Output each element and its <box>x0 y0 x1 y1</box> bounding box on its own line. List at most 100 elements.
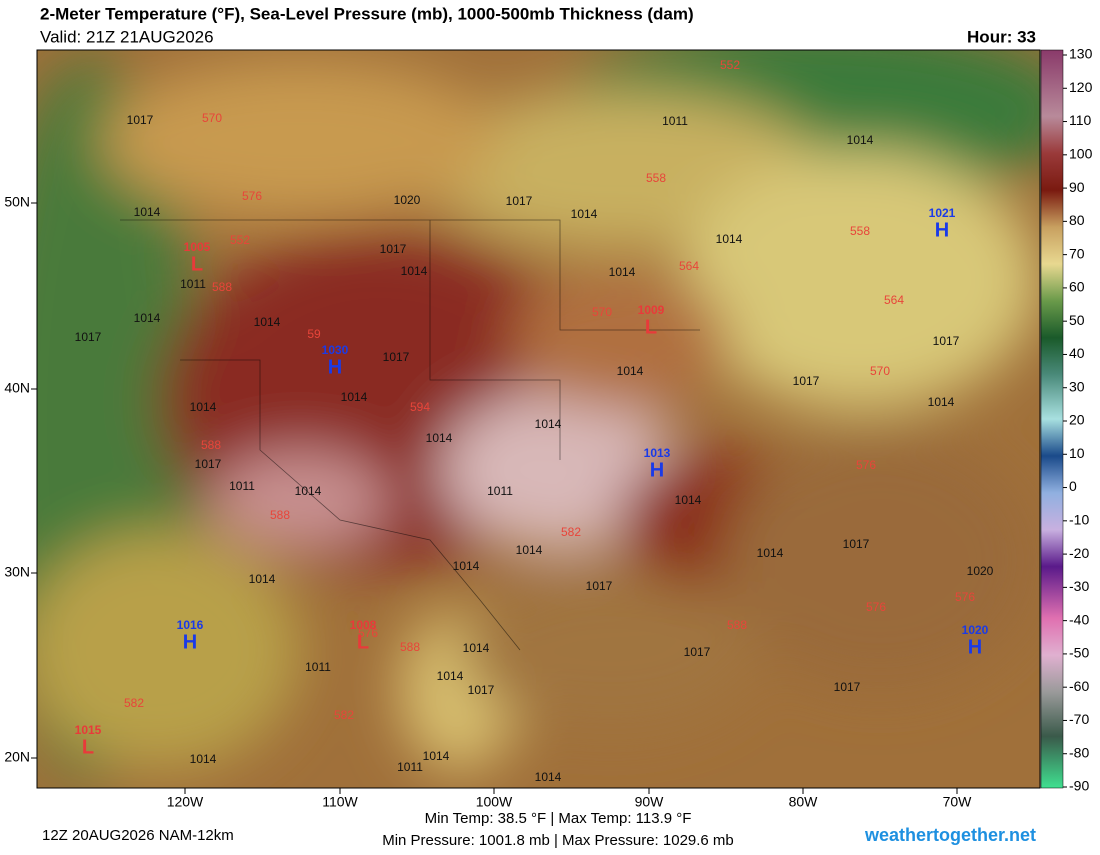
center-letter: L <box>191 253 203 275</box>
lat-label: 40N <box>4 380 30 396</box>
isobar-label: 1011 <box>662 114 688 128</box>
center-value: 1020 <box>962 623 989 637</box>
center-value: 1005 <box>184 240 211 254</box>
colorbar-label: -40 <box>1069 611 1089 627</box>
thickness-label: 59 <box>307 327 321 341</box>
isobar-label: 1014 <box>571 207 598 221</box>
isobar-label: 1014 <box>535 417 562 431</box>
colorbar-label: -90 <box>1069 778 1089 794</box>
map-area <box>37 50 1040 788</box>
isobar-label: 1017 <box>506 194 533 208</box>
isobar-label: 1011 <box>397 760 423 774</box>
isobar-label: 1014 <box>757 546 784 560</box>
temp-range: Min Temp: 38.5 °F | Max Temp: 113.9 °F <box>425 810 692 827</box>
thickness-label: 588 <box>201 438 221 452</box>
isobar-label: 1011 <box>180 277 206 291</box>
thickness-label: 558 <box>646 171 666 185</box>
isobar-label: 1020 <box>394 193 421 207</box>
colorbar-label: 100 <box>1069 146 1093 162</box>
isobar-label: 1014 <box>134 311 161 325</box>
thickness-label: 588 <box>400 640 420 654</box>
thickness-label: 582 <box>124 696 144 710</box>
lon-label: 80W <box>789 794 819 810</box>
thickness-label: 564 <box>884 293 904 307</box>
thickness-label: 582 <box>561 525 581 539</box>
center-letter: H <box>650 459 664 481</box>
center-letter: L <box>357 631 369 653</box>
colorbar-label: 10 <box>1069 445 1085 461</box>
colorbar-label: 130 <box>1069 46 1093 62</box>
lon-label: 100W <box>476 794 513 810</box>
isobar-label: 1014 <box>341 390 368 404</box>
isobar-label: 1011 <box>305 660 331 674</box>
isobar-label: 1014 <box>190 400 217 414</box>
isobar-label: 1011 <box>487 484 513 498</box>
border <box>120 219 700 331</box>
colorbar-label: 80 <box>1069 212 1085 228</box>
colorbar-label: 110 <box>1069 112 1092 128</box>
center-letter: H <box>328 356 342 378</box>
colorbar-label: -80 <box>1069 744 1089 760</box>
colorbar-label: -70 <box>1069 711 1089 727</box>
colorbar-label: 40 <box>1069 345 1085 361</box>
center-letter: H <box>968 636 982 658</box>
isobar-label: 1014 <box>249 572 276 586</box>
isobar-label: 1014 <box>928 395 955 409</box>
isobar-label: 1014 <box>426 431 453 445</box>
colorbar-label: 120 <box>1069 79 1093 95</box>
thickness-label: 576 <box>955 590 975 604</box>
center-letter: L <box>82 736 94 758</box>
lon-label: 110W <box>322 794 358 810</box>
thickness-label: 576 <box>358 626 378 640</box>
center-value: 1021 <box>929 206 956 220</box>
lon-label: 120W <box>167 794 204 810</box>
colorbar-label: 90 <box>1069 179 1085 195</box>
valid-time: Valid: 21Z 21AUG2026 <box>40 27 214 46</box>
isobar-label: 1017 <box>933 334 960 348</box>
isobar-label: 1011 <box>229 479 255 493</box>
colorbar-label: -50 <box>1069 645 1089 661</box>
colorbar <box>1040 49 1064 789</box>
forecast-hour: Hour: 33 <box>967 27 1036 46</box>
thickness-label: 570 <box>592 305 612 319</box>
map-frame <box>36 49 1041 789</box>
colorbar-label: -30 <box>1069 578 1089 594</box>
site-credit: weathertogether.net <box>864 825 1036 845</box>
thickness-label: 552 <box>720 58 740 72</box>
colorbar-label: -10 <box>1069 512 1089 528</box>
colorbar-label: 0 <box>1069 478 1077 494</box>
colorbar-label: 20 <box>1069 412 1085 428</box>
border <box>429 220 561 460</box>
temperature-field <box>37 50 1040 780</box>
isobar-label: 1017 <box>127 113 154 127</box>
isobar-label: 1014 <box>437 669 464 683</box>
center-value: 1008 <box>350 618 377 632</box>
isobar-label: 1014 <box>295 484 322 498</box>
border <box>180 359 521 651</box>
thickness-label: 582 <box>334 708 354 722</box>
isobar-label: 1014 <box>401 264 428 278</box>
isobar-label: 1014 <box>254 315 281 329</box>
isobar-label: 1014 <box>463 641 490 655</box>
colorbar-label: -20 <box>1069 545 1089 561</box>
isobar-label: 1014 <box>716 232 743 246</box>
center-letter: H <box>935 219 949 241</box>
center-value: 1013 <box>644 446 671 460</box>
center-value: 1015 <box>75 723 102 737</box>
thickness-label: 594 <box>410 400 430 414</box>
isobar-label: 1017 <box>684 645 711 659</box>
colorbar-label: 50 <box>1069 312 1085 328</box>
isobar-label: 1017 <box>75 330 102 344</box>
colorbar-label: 60 <box>1069 279 1085 295</box>
isobar-label: 1014 <box>675 493 702 507</box>
pressure-range: Min Pressure: 1001.8 mb | Max Pressure: … <box>382 832 734 849</box>
isobar-label: 1014 <box>190 752 217 766</box>
